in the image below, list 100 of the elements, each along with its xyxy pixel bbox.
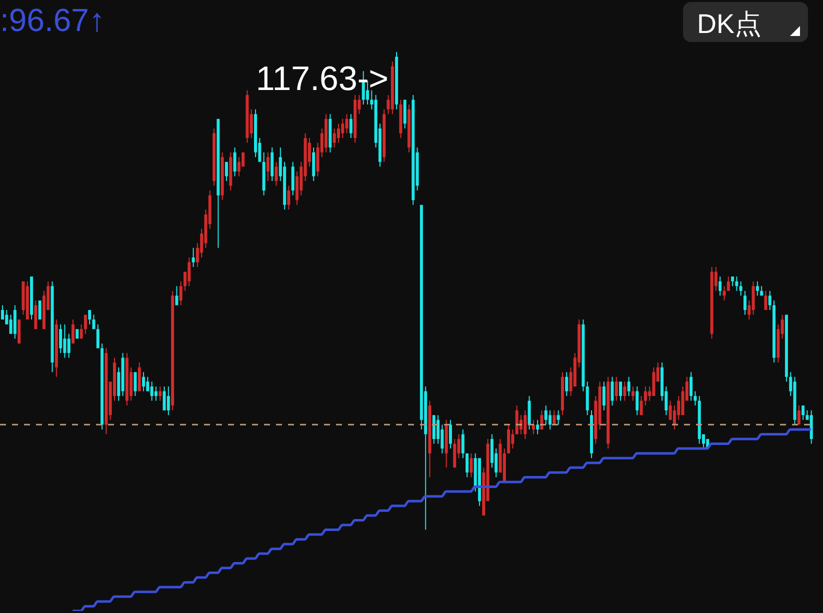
candlestick [100,343,104,430]
candlestick [556,410,560,425]
candlestick [270,148,274,181]
candlestick [246,90,249,143]
candlestick [266,152,270,181]
candlestick [72,320,75,344]
candlestick [428,400,432,478]
candlestick [536,420,540,434]
candlestick [614,376,618,401]
candlestick [291,162,294,196]
candlestick [34,300,38,330]
candlestick [84,314,87,334]
candlestick [395,52,398,110]
candlestick [229,152,232,191]
candlestick [403,100,406,128]
candlestick [134,372,137,396]
candlestick [623,382,626,401]
candlestick [104,348,108,434]
candlestick [444,420,448,468]
candlestick [640,396,643,416]
candlestick [582,320,585,392]
candlestick [768,290,772,310]
candlestick [726,276,730,291]
candlestick [565,372,568,396]
candlestick [756,281,759,296]
candlestick [96,324,100,348]
candlestick [690,372,693,401]
candlestick [432,415,436,444]
candlestick [606,376,610,449]
candlestick [610,376,614,406]
candlestick [92,314,96,330]
candlestick [802,406,805,420]
candlestick [524,410,527,439]
candlestick [38,300,42,320]
candlestick [448,420,452,449]
candlestick [644,386,647,406]
candlestick [528,396,531,430]
candlestick [739,281,742,296]
candlestick [412,95,415,205]
candlestick [590,410,594,458]
candlestick [158,386,162,401]
candlestick [390,62,394,114]
candlestick [233,148,236,176]
candlestick [627,376,630,396]
candlestick [76,329,79,339]
candlestick [470,453,473,478]
candlestick [760,286,764,296]
candlestick [175,286,178,306]
candlestick [399,100,402,138]
candlestick [262,152,266,196]
candlestick [224,162,228,181]
candlestick [54,320,58,377]
text: DK点 [697,8,762,41]
candlestick [772,300,776,363]
candlestick [540,410,544,430]
candlestick [354,95,357,143]
candlestick [466,453,469,478]
candlestick [602,382,606,410]
candlestick [552,410,556,425]
candlestick [586,382,589,416]
candlestick [138,362,141,392]
candlestick [722,286,726,300]
candlestick [142,372,146,392]
candlestick [718,276,722,296]
candlestick [698,396,701,444]
candlestick [30,276,34,320]
candlestick [631,386,634,401]
candlestick [274,162,278,186]
candlestick [810,410,813,444]
candlestick [694,391,697,406]
candlestick [220,152,224,200]
candlestick [192,248,195,267]
candlestick [328,114,332,152]
candlestick [560,372,564,416]
candlestick [710,267,714,339]
candlestick [515,406,518,434]
candlestick [13,305,16,339]
candlestick [507,424,510,454]
candlestick [408,104,410,152]
candlestick [88,310,92,324]
text: :96.67↑ [0,2,105,39]
candlestick [461,429,464,458]
candlestick [80,324,83,339]
candlestick [735,276,738,291]
candlestick [764,290,768,310]
candlestick [287,186,290,210]
candlestick [63,324,66,358]
candlestick [125,353,128,406]
candlestick [26,281,29,320]
candlestick [312,148,316,181]
candlestick [171,290,174,410]
candlestick [349,114,352,138]
candlestick [212,128,216,186]
candlestick [382,109,386,162]
candlestick [179,281,182,306]
candlestick [216,118,220,248]
candlestick [532,420,535,434]
candlestick [743,290,746,315]
candlestick [50,281,54,372]
candlestick [797,406,800,425]
